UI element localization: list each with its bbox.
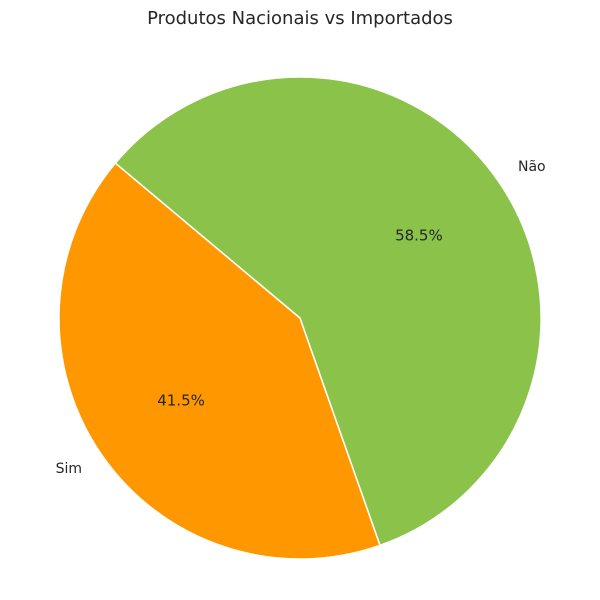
chart-title: Produtos Nacionais vs Importados — [147, 8, 453, 29]
pie-slice-0-category-label: Sim — [56, 461, 82, 477]
pie-slice-1 — [114, 76, 542, 547]
pie-slice-1-category-label: Não — [518, 159, 546, 175]
pie-slice-1-percent-label: 58.5% — [395, 227, 443, 245]
pie-slice-0-percent-label: 41.5% — [157, 391, 205, 409]
pie-slice-0 — [58, 162, 381, 560]
